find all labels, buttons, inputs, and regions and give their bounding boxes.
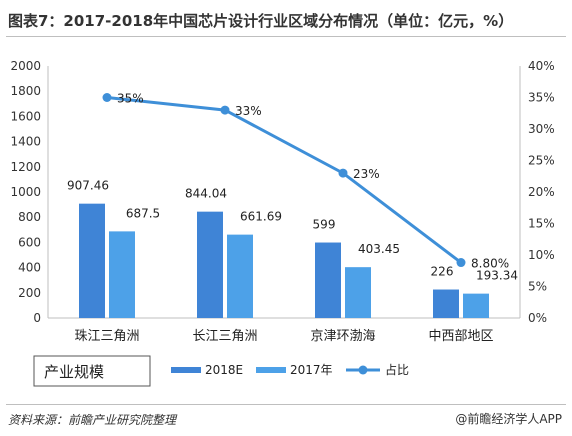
legend-box [33, 355, 151, 387]
line-point [102, 93, 112, 102]
y-left-tick-label: 0 [33, 311, 41, 325]
bar-2018e [197, 211, 223, 318]
bar-2018e [315, 242, 341, 318]
legend-label-2018e: 2018E [205, 363, 243, 377]
bar-data-label: 661.69 [240, 210, 282, 224]
legend-swatch-2017 [256, 367, 286, 373]
y-left-tick-label: 1400 [10, 135, 41, 149]
bar-data-label: 599 [313, 218, 336, 232]
y-left-tick-label: 600 [18, 235, 41, 249]
brand-label: @前瞻经济学人APP [455, 412, 562, 426]
legend-label-share: 占比 [385, 362, 409, 377]
bar-data-label: 226 [431, 265, 454, 279]
line-data-label: 35% [117, 92, 144, 106]
x-category-label: 珠江三角洲 [74, 329, 139, 344]
line-point [338, 168, 348, 178]
y-left-tick-label: 200 [18, 286, 41, 300]
line-share [106, 96, 462, 264]
line-point [456, 258, 466, 268]
x-category-label: 中西部地区 [428, 329, 493, 344]
bar-data-label: 844.04 [185, 187, 227, 201]
y-right-tick-label: 5% [528, 280, 547, 294]
bar-2017 [463, 293, 489, 318]
legend-swatch-2018e [171, 367, 201, 373]
bar-2017 [345, 267, 371, 318]
chart: 0 200 400 600 800 1000 1200 1400 1600 1800 2000 0% 5… [10, 59, 555, 387]
x-category-label: 长江三角洲 [192, 329, 257, 344]
y-left-tick-label: 1600 [10, 109, 41, 123]
footer-divider [6, 404, 566, 405]
source-note: 资料来源：前瞻产业研究院整理 [8, 413, 177, 427]
line-data-label: 23% [353, 167, 380, 181]
x-category-label: 京津环渤海 [310, 328, 375, 344]
legend-label-2017: 2017年 [290, 363, 333, 377]
y-right-tick-label: 40% [528, 59, 555, 73]
y-left-tick-label: 2000 [10, 59, 41, 73]
y-left-tick-label: 1200 [10, 160, 41, 174]
y-left-tick-label: 1800 [10, 84, 41, 98]
y-right-tick-label: 15% [528, 217, 555, 231]
line-data-label: 8.80% [471, 257, 509, 271]
y-right-tick-label: 20% [528, 185, 555, 199]
y-right-tick-label: 30% [528, 122, 555, 136]
chart-title: 图表7：2017-2018年中国芯片设计行业区域分布情况（单位：亿元，%） [8, 12, 514, 30]
y-right-tick-label: 0% [528, 311, 547, 325]
y-left-tick-label: 1000 [10, 185, 41, 199]
bar-2017 [109, 231, 135, 318]
bar-data-label: 403.45 [358, 242, 400, 256]
y-right-tick-label: 35% [528, 91, 555, 105]
y-right-tick-label: 25% [528, 154, 555, 168]
bar-2017 [227, 234, 253, 318]
y-right-tick-label: 10% [528, 248, 555, 262]
y-left-tick-label: 400 [18, 261, 41, 275]
title-divider [6, 36, 566, 37]
bar-2018e [433, 289, 459, 318]
bar-data-label: 687.5 [126, 206, 160, 220]
bar-data-label: 907.46 [67, 179, 109, 193]
line-point [220, 105, 230, 115]
legend-marker-share [358, 365, 368, 375]
y-left-tick-label: 800 [18, 210, 41, 224]
bar-2018e [79, 203, 105, 318]
line-data-label: 33% [235, 104, 262, 118]
legend-box-label: 产业规模 [44, 363, 104, 381]
bar-data-label: 193.34 [476, 269, 518, 283]
